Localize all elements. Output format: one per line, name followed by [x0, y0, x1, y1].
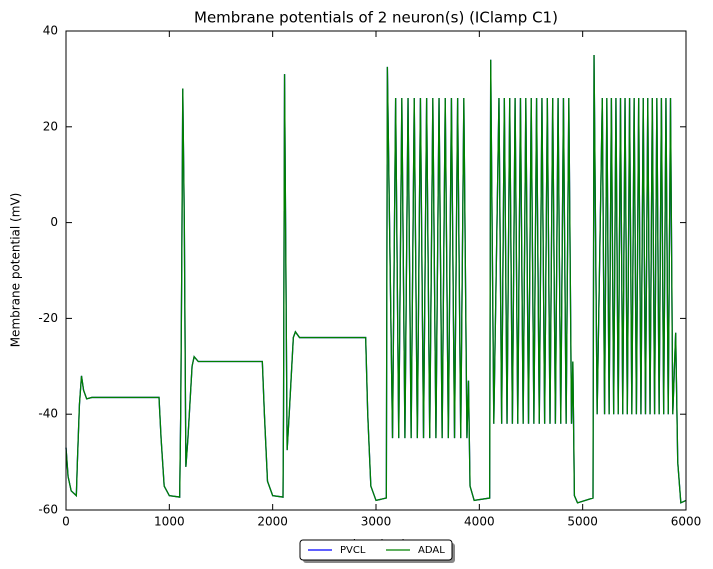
y-tick-label: 40: [43, 24, 58, 38]
y-tick-label: -20: [38, 311, 58, 325]
x-tick-label: 4000: [464, 515, 495, 529]
x-tick-label: 5000: [567, 515, 598, 529]
x-tick-label: 0: [62, 515, 70, 529]
legend-box: [299, 539, 453, 561]
y-tick-label: -60: [38, 503, 58, 517]
y-tick-label: -40: [38, 407, 58, 421]
chart-title: Membrane potentials of 2 neuron(s) (ICla…: [194, 9, 558, 27]
series-line: [65, 54, 687, 504]
y-tick-label: 20: [43, 119, 58, 133]
x-tick-label: 6000: [671, 515, 702, 529]
y-tick-label: 0: [50, 215, 58, 229]
legend-label: PVCL: [340, 545, 366, 556]
y-axis-label: Membrane potential (mV): [9, 193, 23, 348]
legend-label: ADAL: [418, 545, 445, 556]
x-tick-label: 3000: [361, 515, 392, 529]
x-tick-label: 1000: [154, 515, 185, 529]
x-tick-label: 2000: [257, 515, 288, 529]
